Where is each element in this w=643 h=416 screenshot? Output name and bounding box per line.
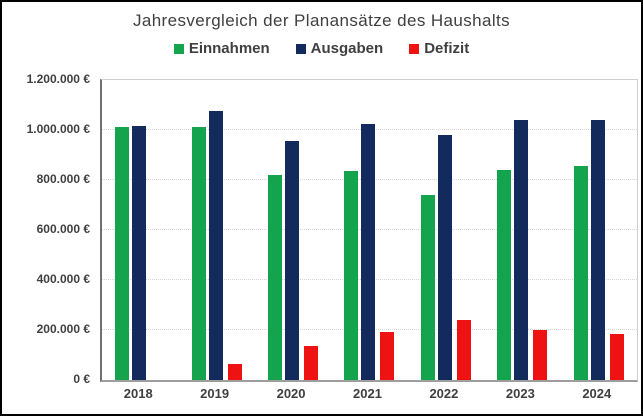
bar-ausgaben-2019 bbox=[208, 111, 223, 380]
bar-group-2023 bbox=[484, 80, 560, 380]
bar-group-2022 bbox=[408, 80, 484, 380]
y-tick-label: 1.200.000 € bbox=[26, 72, 90, 86]
bar-einnahmen-2022 bbox=[420, 195, 435, 380]
legend-swatch-icon bbox=[173, 43, 184, 54]
bar-ausgaben-2021 bbox=[361, 124, 376, 380]
bar-ausgaben-2022 bbox=[437, 135, 452, 380]
x-tick-label: 2021 bbox=[353, 386, 382, 401]
bar-ausgaben-2018 bbox=[132, 126, 147, 380]
bar-einnahmen-2023 bbox=[497, 170, 512, 380]
y-tick-label: 0 € bbox=[73, 372, 90, 386]
bar-einnahmen-2024 bbox=[573, 166, 588, 380]
y-tick-label: 200.000 € bbox=[36, 322, 90, 336]
bar-group-2018 bbox=[102, 80, 178, 380]
legend-swatch-icon bbox=[409, 43, 420, 54]
x-tick-label: 2023 bbox=[505, 386, 535, 401]
bar-defizit-2024 bbox=[609, 334, 624, 380]
legend-swatch-icon bbox=[295, 43, 306, 54]
bar-einnahmen-2019 bbox=[191, 127, 206, 380]
legend-item-ausgaben: Ausgaben bbox=[295, 40, 384, 57]
x-axis: 2018 2019 2020 2021 2022 2023 2024 bbox=[100, 386, 635, 406]
chart-legend: Einnahmen Ausgaben Defizit bbox=[2, 40, 641, 57]
bar-group-2019 bbox=[178, 80, 254, 380]
legend-item-einnahmen: Einnahmen bbox=[173, 40, 270, 57]
legend-item-defizit: Defizit bbox=[409, 40, 469, 57]
bar-einnahmen-2021 bbox=[344, 171, 359, 380]
y-tick-label: 400.000 € bbox=[36, 272, 90, 286]
x-tick-label: 2024 bbox=[582, 386, 612, 401]
legend-label: Ausgaben bbox=[310, 40, 384, 57]
bar-defizit-2021 bbox=[380, 332, 395, 380]
bar-group-2020 bbox=[255, 80, 331, 380]
bar-ausgaben-2020 bbox=[285, 141, 300, 380]
bar-einnahmen-2018 bbox=[115, 127, 130, 380]
bar-defizit-2020 bbox=[304, 346, 319, 380]
bar-group-2024 bbox=[561, 80, 637, 380]
y-axis: 0 € 200.000 € 400.000 € 600.000 € 800.000 € 1… bbox=[2, 72, 94, 386]
bar-einnahmen-2020 bbox=[268, 175, 283, 380]
bar-group-2021 bbox=[331, 80, 407, 380]
y-tick-label: 800.000 € bbox=[36, 172, 90, 186]
bar-defizit-2022 bbox=[456, 320, 471, 380]
legend-label: Einnahmen bbox=[188, 40, 270, 57]
bar-defizit-2019 bbox=[227, 364, 242, 380]
bar-ausgaben-2023 bbox=[514, 120, 529, 380]
x-tick-label: 2020 bbox=[276, 386, 306, 401]
y-tick-label: 600.000 € bbox=[36, 222, 90, 236]
y-tick-label: 1.000.000 € bbox=[26, 122, 90, 136]
plot-area bbox=[100, 79, 638, 382]
chart-title: Jahresvergleich der Planansätze des Haus… bbox=[132, 11, 511, 30]
x-tick-label: 2019 bbox=[200, 386, 230, 401]
bar-ausgaben-2024 bbox=[590, 120, 605, 380]
x-tick-label: 2022 bbox=[429, 386, 459, 401]
x-tick-label: 2018 bbox=[123, 386, 153, 401]
legend-label: Defizit bbox=[424, 40, 470, 57]
bar-defizit-2023 bbox=[533, 330, 548, 380]
